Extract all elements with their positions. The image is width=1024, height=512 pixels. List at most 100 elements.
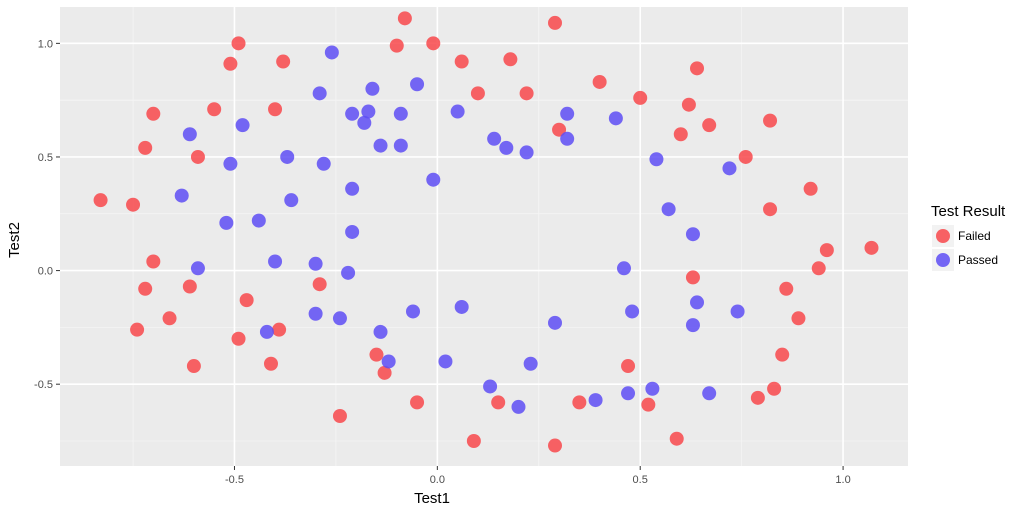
data-point-failed <box>552 122 567 137</box>
data-point-passed <box>519 145 534 160</box>
data-point-failed <box>332 409 347 424</box>
data-point-passed <box>487 131 502 146</box>
x-tick-label: -0.5 <box>225 474 244 486</box>
data-point-passed <box>608 111 623 126</box>
data-point-passed <box>345 106 360 121</box>
data-point-failed <box>223 56 238 71</box>
data-point-failed <box>126 197 141 212</box>
data-point-failed <box>775 347 790 362</box>
y-tick-label: 0.5 <box>38 152 53 164</box>
data-point-passed <box>284 193 299 208</box>
data-point-passed <box>361 104 376 119</box>
data-point-failed <box>207 102 222 117</box>
data-point-passed <box>426 172 441 187</box>
x-axis-title: Test1 <box>414 490 450 507</box>
data-point-failed <box>702 118 717 133</box>
data-point-failed <box>633 90 648 105</box>
data-point-passed <box>625 304 640 319</box>
data-point-failed <box>377 365 392 380</box>
data-point-passed <box>268 254 283 269</box>
data-point-failed <box>750 390 765 405</box>
data-point-passed <box>190 261 205 276</box>
x-axis-ticks: -0.5 0.0 0.5 1.0 <box>225 466 851 486</box>
data-point-failed <box>130 322 145 337</box>
data-point-failed <box>690 61 705 76</box>
data-point-passed <box>393 106 408 121</box>
legend-label-failed: Failed <box>958 229 991 243</box>
data-point-passed <box>332 311 347 326</box>
data-point-failed <box>470 86 485 101</box>
data-point-failed <box>162 311 177 326</box>
data-point-failed <box>548 438 563 453</box>
data-point-failed <box>621 359 636 374</box>
data-point-failed <box>190 149 205 164</box>
data-point-passed <box>685 318 700 333</box>
data-point-passed <box>405 304 420 319</box>
data-point-passed <box>308 306 323 321</box>
data-point-passed <box>223 156 238 171</box>
data-point-failed <box>685 270 700 285</box>
y-axis-ticks: -0.5 0.0 0.5 1.0 <box>34 38 60 391</box>
data-point-passed <box>357 115 372 130</box>
plot-panel <box>60 7 908 466</box>
legend: Test Result Failed Passed <box>931 203 1006 271</box>
data-point-failed <box>491 395 506 410</box>
data-point-failed <box>864 240 879 255</box>
data-point-failed <box>791 311 806 326</box>
data-point-passed <box>280 149 295 164</box>
data-point-passed <box>588 393 603 408</box>
data-point-failed <box>369 347 384 362</box>
data-point-failed <box>231 331 246 346</box>
data-point-passed <box>730 304 745 319</box>
legend-title: Test Result <box>931 203 1006 220</box>
y-axis-title: Test2 <box>6 222 23 258</box>
x-tick-label: 0.5 <box>633 474 648 486</box>
data-point-passed <box>174 188 189 203</box>
data-point-failed <box>673 127 688 142</box>
data-point-failed <box>426 36 441 51</box>
data-point-passed <box>690 295 705 310</box>
data-point-failed <box>397 11 412 26</box>
data-point-failed <box>239 293 254 308</box>
data-point-failed <box>819 243 834 258</box>
data-point-failed <box>146 106 161 121</box>
data-point-passed <box>235 118 250 133</box>
data-point-failed <box>519 86 534 101</box>
data-point-failed <box>182 279 197 294</box>
y-tick-label: 0.0 <box>38 266 53 278</box>
data-point-passed <box>219 215 234 230</box>
data-point-passed <box>649 152 664 167</box>
x-tick-label: 1.0 <box>835 474 850 486</box>
data-point-passed <box>645 381 660 396</box>
data-point-failed <box>138 140 153 155</box>
data-point-passed <box>483 379 498 394</box>
data-point-passed <box>548 315 563 330</box>
data-point-passed <box>251 213 266 228</box>
data-point-passed <box>438 354 453 369</box>
data-point-passed <box>410 77 425 92</box>
data-point-passed <box>661 202 676 217</box>
data-point-failed <box>93 193 108 208</box>
data-point-failed <box>263 356 278 371</box>
legend-key-passed <box>936 253 950 267</box>
data-point-passed <box>345 224 360 239</box>
data-point-failed <box>681 97 696 112</box>
data-point-passed <box>365 81 380 96</box>
data-point-passed <box>722 161 737 176</box>
data-point-failed <box>186 359 201 374</box>
data-point-failed <box>572 395 587 410</box>
data-point-passed <box>259 324 274 339</box>
data-point-passed <box>560 106 575 121</box>
data-point-passed <box>308 256 323 271</box>
legend-label-passed: Passed <box>958 253 998 267</box>
y-tick-label: -0.5 <box>34 379 53 391</box>
data-point-failed <box>276 54 291 69</box>
data-point-failed <box>146 254 161 269</box>
data-point-failed <box>454 54 469 69</box>
data-point-passed <box>511 399 526 414</box>
data-point-passed <box>685 227 700 242</box>
data-point-failed <box>763 113 778 128</box>
data-point-failed <box>738 149 753 164</box>
data-point-failed <box>231 36 246 51</box>
